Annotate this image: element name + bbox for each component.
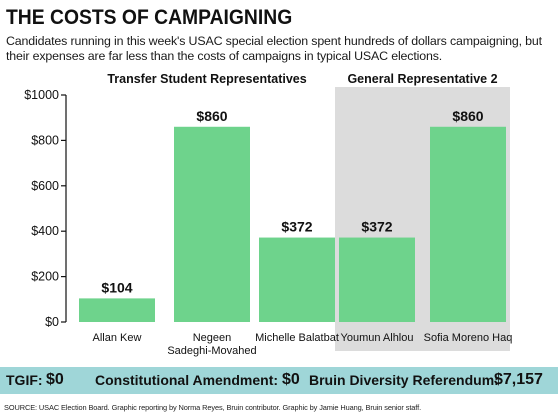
x-tick-label: Sofia Moreno Haq (424, 332, 513, 344)
bar-value-label: $372 (281, 219, 312, 235)
y-tick-label: $800 (31, 133, 59, 147)
x-tick-label: Sadeghi-Movahed (167, 345, 256, 357)
y-tick-label: $0 (45, 315, 59, 329)
tgif-label: TGIF: (6, 372, 43, 388)
bar (259, 237, 335, 322)
bar-value-label: $860 (452, 108, 483, 124)
y-tick-label: $600 (31, 179, 59, 193)
y-tick-label: $400 (31, 224, 59, 238)
tgif-value: $0 (46, 371, 64, 388)
bruin-diversity-referendum-value: $7,157 (494, 371, 543, 388)
bar (79, 298, 155, 322)
constitutional-amendment-value: $0 (282, 371, 300, 388)
constitutional-amendment-label: Constitutional Amendment: (95, 372, 279, 388)
x-tick-label: Negeen (193, 332, 232, 344)
page-title: THE COSTS OF CAMPAIGNING (6, 6, 293, 29)
bruin-diversity-referendum-label: Bruin Diversity Referendum: (309, 372, 499, 388)
bar (174, 126, 250, 322)
bar-value-label: $860 (196, 108, 227, 124)
bar-chart: Transfer Student Representatives General … (24, 72, 513, 357)
y-tick-label: $200 (31, 270, 59, 284)
bar-value-label: $104 (101, 279, 132, 295)
ballot-measure-costs-bar: TGIF: $0 Constitutional Amendment: $0 Br… (0, 367, 558, 394)
x-tick-label: Allan Kew (93, 332, 142, 344)
page-subtitle: Candidates running in this week's USAC s… (6, 34, 542, 63)
bar (430, 126, 506, 322)
x-tick-label: Youmun Alhlou (341, 332, 414, 344)
bar (339, 237, 415, 322)
y-tick-label: $1000 (24, 88, 59, 102)
group-label: General Representative 2 (347, 72, 497, 86)
group-label: Transfer Student Representatives (107, 72, 306, 86)
bar-value-label: $372 (361, 219, 392, 235)
source-credit: SOURCE: USAC Election Board. Graphic rep… (4, 403, 422, 412)
x-tick-label: Michelle Balatbat (255, 332, 339, 344)
